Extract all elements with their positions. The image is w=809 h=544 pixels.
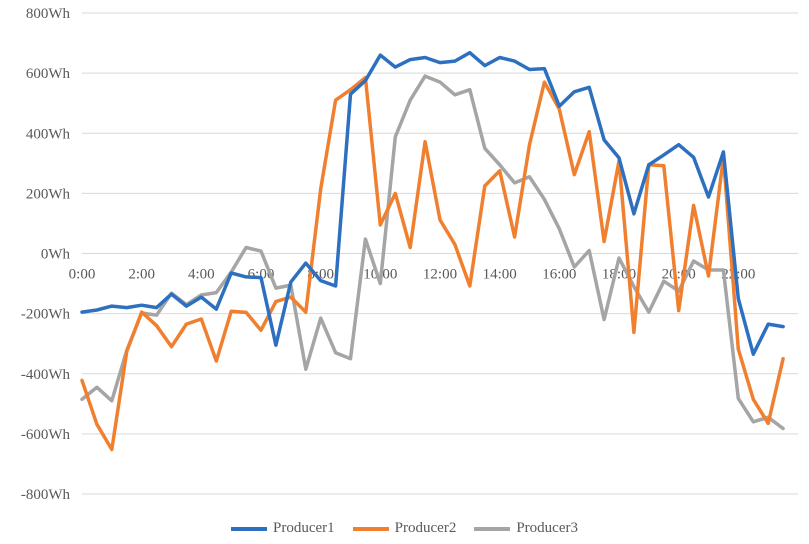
series-line-producer1 (80, 50, 785, 356)
y-tick-label: 200Wh (26, 186, 71, 202)
x-tick-label: 16:00 (542, 267, 576, 283)
series-lines (80, 50, 785, 452)
legend-swatch-producer1 (231, 526, 268, 531)
legend: Producer1 Producer2 Producer3 (0, 520, 809, 537)
x-tick-label: 0:00 (69, 267, 96, 283)
legend-label-producer2: Producer2 (394, 520, 457, 536)
x-tick-label: 12:00 (423, 267, 457, 283)
y-tick-label: -400Wh (21, 367, 71, 383)
series-line-producer2 (80, 75, 785, 452)
x-tick-label: 2:00 (128, 267, 155, 283)
y-tick-label: -800Wh (21, 487, 71, 503)
x-tick-label: 4:00 (188, 267, 215, 283)
legend-item-producer1: Producer1 (231, 520, 335, 537)
y-tick-label: 800Wh (26, 6, 71, 22)
y-tick-label: 400Wh (26, 126, 71, 142)
y-axis-tick-labels: 800Wh 600Wh 400Wh 200Wh 0Wh -200Wh -400Wh -600W… (21, 6, 71, 503)
gridlines (82, 12, 798, 495)
legend-swatch-producer2 (352, 526, 389, 531)
legend-item-producer3: Producer3 (474, 520, 578, 537)
y-tick-label: 600Wh (26, 66, 71, 82)
x-axis-tick-labels: 0:00 2:00 4:00 6:00 8:00 10:00 12:00 14:00 16:00… (69, 267, 756, 283)
legend-label-producer1: Producer1 (273, 520, 335, 536)
legend-item-producer2: Producer2 (352, 520, 457, 537)
y-tick-label: 0Wh (41, 247, 71, 263)
y-tick-label: -200Wh (21, 307, 71, 323)
series-line-producer3 (80, 74, 785, 431)
x-tick-label: 14:00 (483, 267, 517, 283)
y-tick-label: -600Wh (21, 427, 71, 443)
legend-label-producer3: Producer3 (516, 520, 578, 536)
x-tick-label: 22:00 (721, 267, 755, 283)
legend-swatch-producer3 (474, 526, 511, 531)
